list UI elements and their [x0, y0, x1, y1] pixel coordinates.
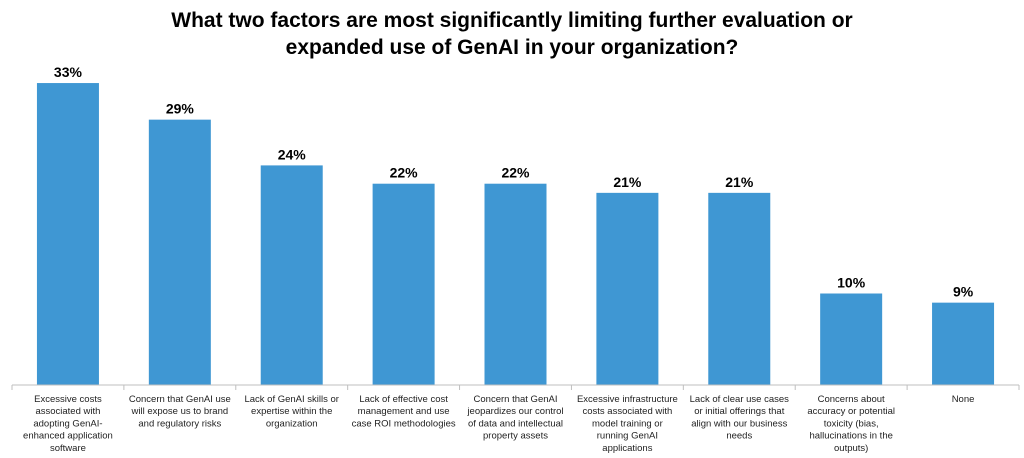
bar [260, 165, 323, 385]
category-label: will expose us to brand [131, 406, 229, 417]
category-label: jeopardizes our control [466, 406, 563, 417]
data-label: 33% [54, 64, 83, 80]
bar [932, 302, 995, 385]
category-label: expertise within the [251, 406, 332, 417]
category-label: hallucinations in the [809, 431, 892, 442]
bar [148, 119, 211, 386]
bar [708, 192, 771, 385]
category-label: associated with [35, 406, 100, 417]
category-label: accuracy or potential [807, 406, 895, 417]
category-label: Lack of effective cost [359, 394, 448, 405]
category-label: adopting GenAI- [33, 418, 102, 429]
category-label: management and use [358, 406, 450, 417]
chart-title: What two factors are most significantly … [171, 9, 852, 59]
category-label: property assets [483, 431, 548, 442]
data-labels: 33% 29% 24% 22% 22% 21% 21% 10% 9% [54, 64, 974, 300]
category-label: and regulatory risks [138, 418, 221, 429]
category-label: None [952, 394, 975, 405]
category-label: software [50, 443, 86, 454]
chart-title-line: What two factors are most significantly … [171, 9, 852, 32]
category-label: Concern that GenAI [474, 394, 558, 405]
category-label: Excessive costs [34, 394, 102, 405]
category-label: case ROI methodologies [352, 418, 456, 429]
category-label: or initial offerings that [694, 406, 784, 417]
bars [36, 83, 995, 386]
category-label: toxicity (bias, [824, 418, 879, 429]
category-label: running GenAI [597, 431, 658, 442]
bar [484, 183, 547, 385]
data-label: 21% [725, 174, 754, 190]
category-label: Excessive infrastructure [577, 394, 678, 405]
category-label: Lack of GenAI skills or [244, 394, 339, 405]
category-label: costs associated with [583, 406, 673, 417]
category-label: outputs) [834, 443, 868, 454]
category-label: enhanced application [23, 431, 113, 442]
category-label: Concern that GenAI use [129, 394, 231, 405]
bar [596, 192, 659, 385]
category-label: applications [602, 443, 652, 454]
data-label: 21% [613, 174, 642, 190]
category-label: of data and intellectual [468, 418, 563, 429]
bar [820, 293, 883, 385]
category-label: align with our business [691, 418, 787, 429]
data-label: 10% [837, 275, 866, 291]
bar [36, 83, 99, 386]
data-label: 22% [501, 165, 530, 181]
x-axis-ticks [11, 385, 1020, 390]
bar [372, 183, 435, 385]
data-label: 22% [390, 165, 419, 181]
data-label: 29% [166, 101, 195, 117]
category-label: needs [726, 431, 752, 442]
category-label: model training or [592, 418, 663, 429]
data-label: 9% [953, 284, 974, 300]
chart-title-line: expanded use of GenAI in your organizati… [286, 36, 739, 59]
category-label: organization [266, 418, 318, 429]
category-label: Lack of clear use cases [690, 394, 790, 405]
data-label: 24% [278, 146, 307, 162]
category-label: Concerns about [818, 394, 885, 405]
